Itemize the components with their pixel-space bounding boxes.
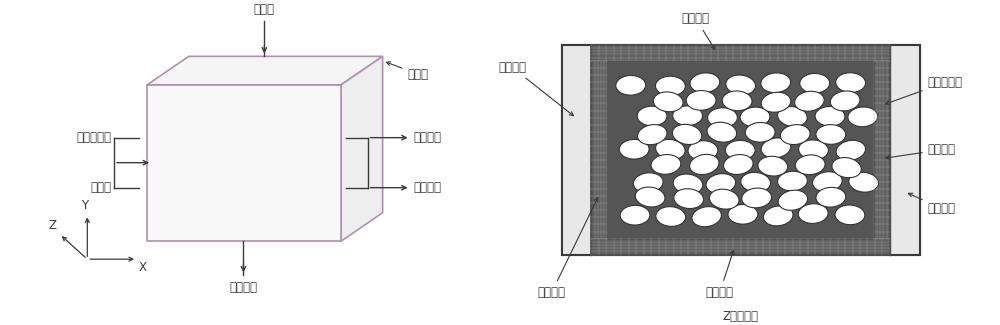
Text: 左多孔板: 左多孔板 (538, 198, 598, 299)
Text: Z向剖视图: Z向剖视图 (723, 310, 759, 323)
Ellipse shape (830, 91, 860, 111)
Text: 原料混合物: 原料混合物 (76, 131, 111, 144)
Bar (874, 61, 890, 239)
Ellipse shape (741, 172, 770, 192)
Ellipse shape (653, 92, 683, 112)
Ellipse shape (848, 107, 878, 127)
Ellipse shape (690, 73, 720, 93)
Ellipse shape (740, 107, 770, 127)
Bar (591, 61, 607, 239)
Ellipse shape (800, 73, 830, 93)
Ellipse shape (707, 122, 737, 142)
Ellipse shape (672, 124, 702, 145)
Ellipse shape (795, 91, 824, 111)
Ellipse shape (673, 174, 703, 194)
Ellipse shape (619, 139, 649, 159)
Ellipse shape (761, 138, 791, 158)
Ellipse shape (778, 107, 807, 126)
Ellipse shape (836, 140, 866, 161)
Ellipse shape (674, 189, 703, 209)
Ellipse shape (849, 172, 879, 192)
Ellipse shape (633, 173, 663, 193)
Ellipse shape (725, 140, 755, 160)
Ellipse shape (651, 154, 681, 174)
Ellipse shape (616, 75, 646, 95)
Polygon shape (147, 56, 383, 85)
Text: 分布空间: 分布空间 (498, 60, 573, 116)
Ellipse shape (745, 123, 775, 142)
Ellipse shape (656, 139, 685, 160)
Ellipse shape (686, 91, 716, 110)
Text: 吸附剂床层: 吸附剂床层 (886, 76, 963, 104)
Text: 下多孔板: 下多孔板 (706, 251, 734, 299)
Text: 吸余物流: 吸余物流 (413, 131, 441, 144)
Bar (607, 61, 874, 239)
Ellipse shape (778, 190, 808, 210)
Ellipse shape (706, 174, 736, 194)
Ellipse shape (688, 141, 718, 161)
Ellipse shape (726, 75, 755, 95)
Bar (591, 45, 890, 61)
Bar (591, 239, 890, 255)
Ellipse shape (758, 156, 788, 176)
Text: Y: Y (81, 199, 88, 212)
Ellipse shape (637, 106, 667, 126)
Bar (591, 45, 890, 255)
Ellipse shape (816, 188, 846, 207)
Ellipse shape (656, 207, 686, 226)
Ellipse shape (692, 207, 721, 227)
Text: 上多孔板: 上多孔板 (682, 12, 715, 49)
Text: 吹扫剂: 吹扫剂 (90, 181, 111, 194)
Ellipse shape (815, 107, 845, 126)
Ellipse shape (816, 124, 846, 144)
Ellipse shape (708, 108, 737, 127)
Ellipse shape (763, 206, 793, 226)
Ellipse shape (722, 91, 752, 111)
Ellipse shape (690, 154, 719, 175)
Bar (562, 45, 920, 255)
Ellipse shape (638, 124, 667, 145)
Ellipse shape (813, 172, 842, 192)
Ellipse shape (724, 155, 753, 175)
Text: Z: Z (48, 219, 56, 232)
Text: X: X (139, 261, 147, 274)
Ellipse shape (620, 205, 650, 225)
Ellipse shape (836, 73, 866, 92)
Ellipse shape (795, 155, 825, 175)
Polygon shape (147, 85, 341, 241)
Ellipse shape (655, 76, 685, 96)
Ellipse shape (780, 125, 810, 145)
Text: 吹扫物流: 吹扫物流 (413, 181, 441, 194)
Bar (562, 45, 591, 255)
Ellipse shape (761, 92, 791, 112)
Text: 吸附床: 吸附床 (386, 62, 429, 81)
Text: 收集空间: 收集空间 (908, 193, 956, 215)
Text: 脱附剂: 脱附剂 (254, 3, 275, 16)
Ellipse shape (778, 171, 807, 191)
Ellipse shape (832, 158, 861, 178)
Text: 右多孔板: 右多孔板 (886, 143, 956, 159)
Bar (890, 45, 920, 255)
Text: 脱附物流: 脱附物流 (229, 281, 257, 294)
Ellipse shape (709, 189, 739, 209)
Ellipse shape (798, 204, 828, 223)
Ellipse shape (761, 73, 791, 93)
Ellipse shape (635, 187, 665, 207)
Polygon shape (341, 56, 383, 241)
Ellipse shape (673, 106, 703, 125)
Ellipse shape (742, 188, 772, 208)
Ellipse shape (799, 140, 828, 160)
Ellipse shape (835, 205, 865, 225)
Ellipse shape (728, 204, 758, 224)
Bar (562, 45, 920, 255)
